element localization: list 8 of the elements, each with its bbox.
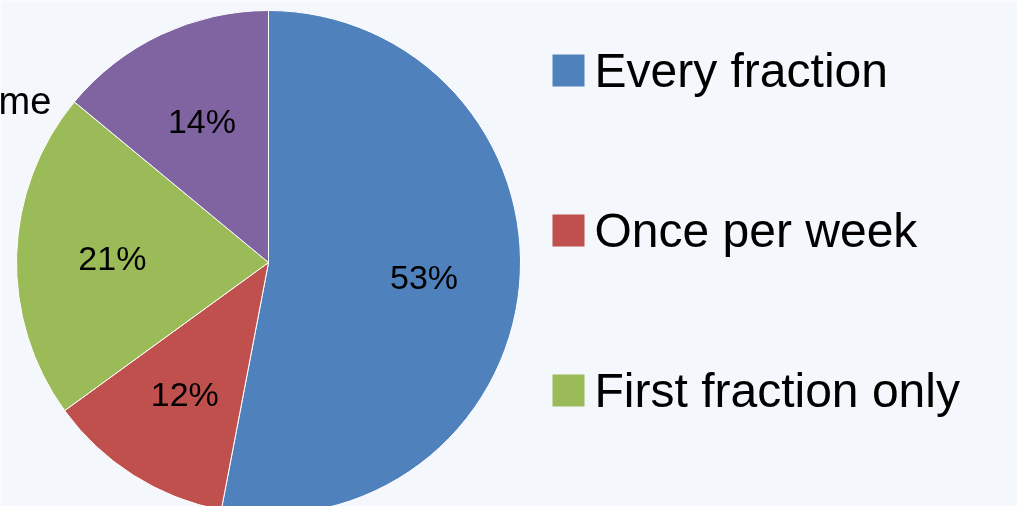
- text: me: [0, 79, 52, 122]
- legend-label: First fraction only: [594, 364, 960, 417]
- legend-label: Every fraction: [594, 44, 888, 97]
- legend-label: Once per week: [594, 204, 919, 257]
- data-label: 12%: [150, 375, 219, 414]
- data-label: 53%: [390, 258, 459, 297]
- data-label: 14%: [167, 102, 237, 141]
- data-label: 21%: [78, 238, 147, 277]
